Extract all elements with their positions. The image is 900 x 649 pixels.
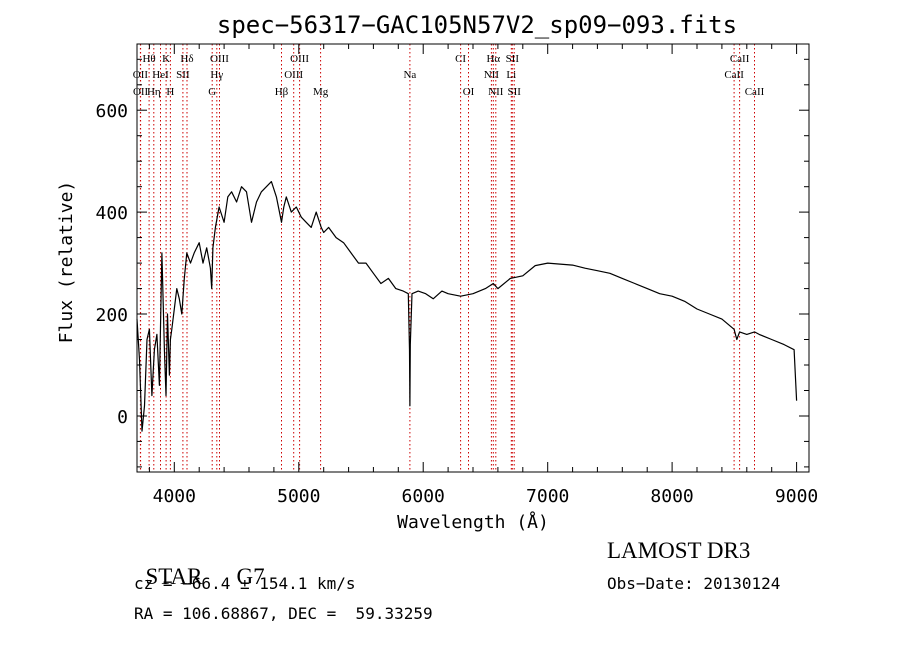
line-marker-label-8: CaII [730,53,750,65]
line-marker-label-15: NII [484,69,500,81]
line-marker-label-4: OIII [290,53,309,65]
y-tick-label-600: 600 [95,101,128,122]
line-marker-label-0: Hθ [142,53,155,65]
line-marker-labels: Hθ K Hδ OIII OIII CI Hα SII CaII OII HeI SII Hγ OIII N… [133,53,765,98]
chart-title: spec−56317−GAC105N57V2_sp09−093.fits [217,11,737,39]
line-marker-label-18: OII [133,86,149,98]
x-tick-label-8000: 8000 [650,486,693,507]
y-tick-label-400: 400 [95,203,128,224]
line-marker-label-6: Hα [486,53,500,65]
y-tick-label-0: 0 [117,407,128,428]
x-tick-label-5000: 5000 [277,486,320,507]
coordinates: RA = 106.68867, DEC = 59.33259 [134,604,433,623]
line-marker-label-26: SII [507,86,521,98]
y-axis-label: Flux (relative) [56,181,77,344]
line-marker-label-22: Hβ [275,86,289,98]
series-layer [136,181,798,432]
line-marker-label-17: CaII [724,69,744,81]
x-axis-label: Wavelength (Å) [397,511,549,533]
line-marker-label-13: OIII [284,69,303,81]
redshift-cz: cz = −66.4 ± 154.1 km/s [134,574,356,593]
survey-name: LAMOST DR3 [607,538,751,563]
x-axis-ticks: 4000 5000 6000 7000 8000 9000 [148,44,818,507]
x-tick-label-4000: 4000 [153,486,196,507]
line-marker-label-2: Hδ [180,53,193,65]
classification: STAR G7 [134,538,265,590]
line-marker-label-9: OII [133,69,149,81]
x-tick-label-7000: 7000 [526,486,569,507]
line-marker-label-3: OIII [210,53,229,65]
series-line-flux [136,181,798,432]
line-marker-label-19: Hη [147,86,161,98]
object-subclass: G7 [236,564,265,589]
line-marker-label-14: Na [403,69,416,81]
line-marker-label-24: OI [463,86,475,98]
line-markers [139,44,755,472]
plot-frame [136,43,810,473]
line-marker-label-23: Mg [313,86,329,98]
y-tick-label-200: 200 [95,305,128,326]
line-marker-label-10: HeI [152,69,169,81]
line-marker-label-11: SII [176,69,190,81]
line-marker-label-1: K [162,53,170,65]
line-marker-label-12: Hγ [210,69,223,81]
line-marker-label-20: H [166,86,174,98]
line-marker-label-27: CaII [745,86,765,98]
x-tick-label-6000: 6000 [402,486,445,507]
line-marker-label-21: G [208,86,216,98]
object-class: STAR [145,564,203,589]
line-marker-label-5: CI [455,53,466,65]
y-axis-ticks: 0 200 400 600 [95,58,809,468]
observation-date: Obs−Date: 20130124 [607,574,781,593]
line-marker-label-25: NII [488,86,504,98]
line-marker-label-7: SII [506,53,520,65]
line-marker-label-16: Li [506,69,516,81]
x-tick-label-9000: 9000 [775,486,818,507]
